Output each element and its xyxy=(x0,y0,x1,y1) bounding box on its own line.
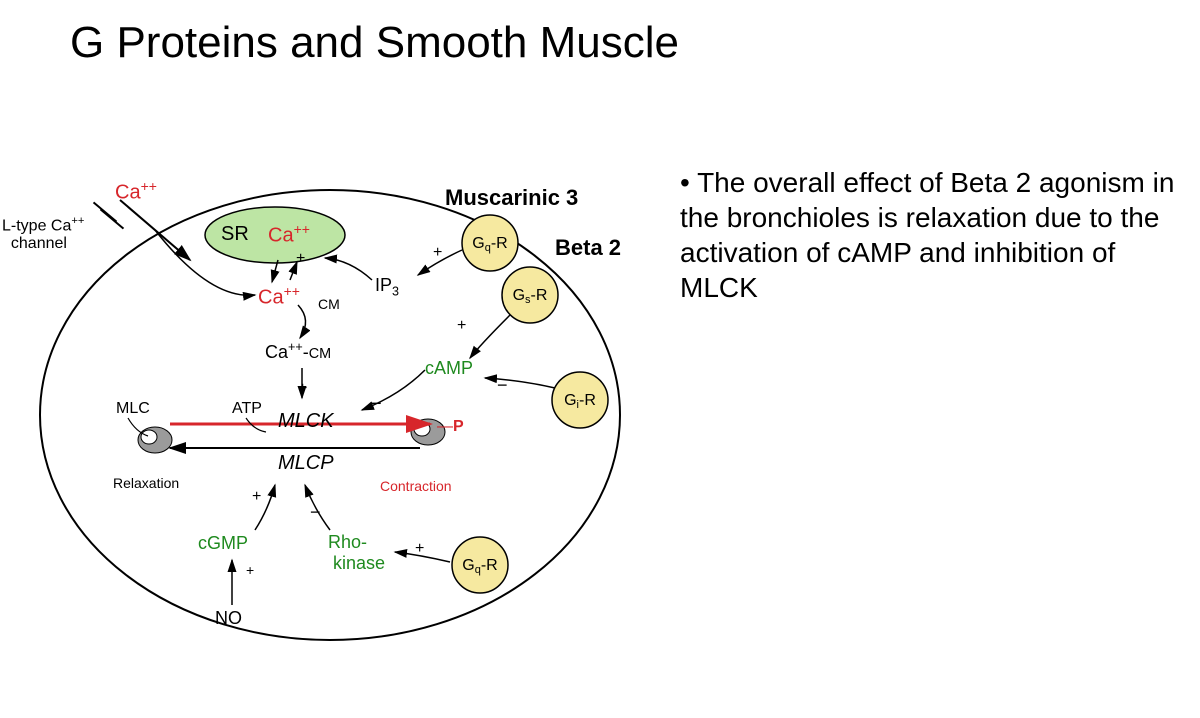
diagram-svg: Gq-R Gs-R Gi-R Gq-R xyxy=(0,0,1200,718)
label-mlcp: MLCP xyxy=(278,452,334,475)
label-plus-cacm: + xyxy=(298,380,307,398)
label-ca-cyt: Ca++ xyxy=(258,283,300,310)
label-ca-sr: Ca++ xyxy=(268,221,310,248)
label-p-label: —P xyxy=(437,418,464,436)
label-rho: Rho- kinase xyxy=(328,532,385,574)
label-ca-cm: Ca++-CM xyxy=(265,340,331,363)
label-cm: CM xyxy=(318,296,340,312)
svg-text:Gi-R: Gi-R xyxy=(564,392,596,411)
label-plus-rho: + xyxy=(415,540,424,558)
label-mlck: MLCK xyxy=(278,410,334,433)
label-minus-mlck: − xyxy=(370,393,382,416)
label-ip3: IP3 xyxy=(375,275,399,299)
label-relax: Relaxation xyxy=(113,475,179,491)
label-minus-gi: − xyxy=(497,375,508,396)
label-contract: Contraction xyxy=(380,478,452,494)
label-l-type: L-type Ca++ channel xyxy=(2,215,84,253)
label-plus-camp: + xyxy=(457,317,466,335)
svg-text:Gq-R: Gq-R xyxy=(472,235,507,254)
svg-text:Gs-R: Gs-R xyxy=(513,287,548,306)
label-camp: cAMP xyxy=(425,358,473,379)
label-minus-rho: − xyxy=(310,502,321,523)
label-cgmp: cGMP xyxy=(198,533,248,554)
svg-text:Gq-R: Gq-R xyxy=(462,557,497,576)
label-beta2: Beta 2 xyxy=(555,235,621,261)
label-musc3: Muscarinic 3 xyxy=(445,185,578,211)
label-plus-sr: + xyxy=(296,250,305,268)
label-no: NO xyxy=(215,608,242,629)
label-atp: ATP xyxy=(232,400,262,418)
label-mlc: MLC xyxy=(116,400,150,418)
label-plus-ip3: + xyxy=(433,244,442,262)
label-sr-text: SR xyxy=(221,223,249,246)
label-ca-ext: Ca++ xyxy=(115,178,157,205)
label-plus-cgmp: + xyxy=(246,562,254,578)
label-plus-mlcp: + xyxy=(252,488,261,506)
